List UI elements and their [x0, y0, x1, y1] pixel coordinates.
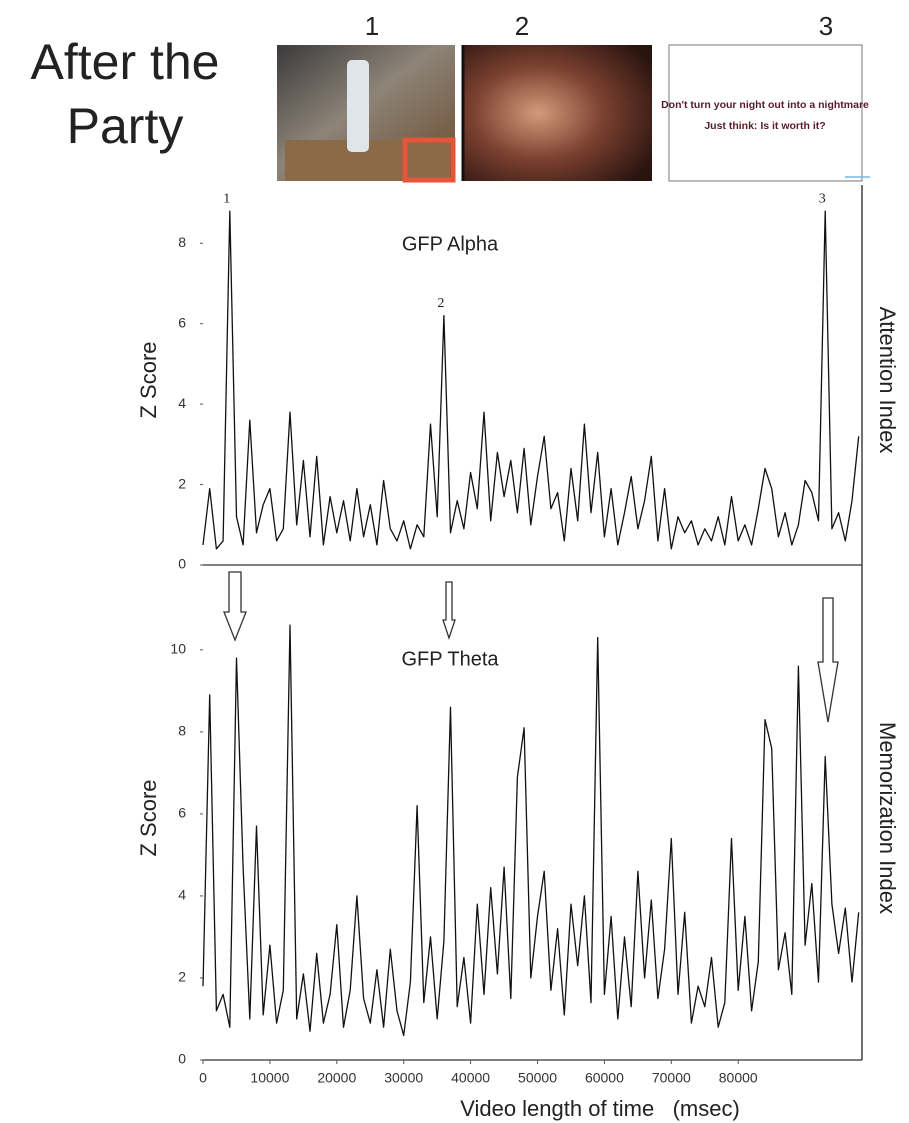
x-tick-label: 20000: [317, 1070, 356, 1086]
y-tick-label: 0: [178, 556, 186, 572]
panel-title: GFP Alpha: [402, 233, 499, 255]
frame-number: 3: [819, 11, 833, 41]
y-axis-title: Z Score: [136, 779, 161, 856]
y-tick-label: 6: [178, 805, 186, 821]
arrow: [817, 597, 839, 723]
x-tick-label: 70000: [652, 1070, 691, 1086]
panel-title: GFP Theta: [401, 648, 499, 670]
x-tick-label: 80000: [719, 1070, 758, 1086]
x-tick-label: 0: [199, 1070, 207, 1086]
peak-label: 1: [223, 191, 230, 206]
x-tick-label: 50000: [518, 1070, 557, 1086]
arrow: [442, 581, 456, 641]
signal-line: [202, 210, 860, 550]
slogan: Don't turn your night out into a nightma…: [661, 99, 869, 111]
bottle: [347, 60, 369, 152]
tray: [402, 137, 456, 183]
slogan: Just think: Is it worth it?: [704, 120, 825, 132]
y-tick-label: 2: [178, 969, 186, 985]
x-axis-title: Video length of time (msec): [460, 1096, 740, 1121]
arrow: [223, 571, 247, 642]
y-tick-label: 8: [178, 234, 186, 250]
y-tick-label: 8: [178, 723, 186, 739]
frame-number: 1: [365, 11, 379, 41]
y-tick-label: 6: [178, 314, 186, 330]
signal-line: [202, 624, 860, 1037]
video-frame: [462, 45, 652, 181]
frame-number: 2: [515, 11, 529, 41]
y-tick-label: 4: [178, 887, 186, 903]
x-tick-label: 10000: [250, 1070, 289, 1086]
x-tick-label: 30000: [384, 1070, 423, 1086]
y-tick-label: 2: [178, 475, 186, 491]
y-axis-title: Z Score: [136, 341, 161, 418]
y-tick-label: 10: [170, 641, 186, 657]
x-tick-label: 60000: [585, 1070, 624, 1086]
y-tick-label: 0: [178, 1051, 186, 1067]
side-label: Attention Index: [875, 307, 900, 454]
figure-title: After the Party: [30, 34, 220, 154]
x-tick-label: 40000: [451, 1070, 490, 1086]
side-label: Memorization Index: [875, 722, 900, 914]
video-frame: [668, 44, 863, 182]
arrows: [223, 571, 839, 723]
peak-label: 2: [437, 296, 444, 311]
peak-label: 3: [819, 191, 826, 206]
y-tick-label: 4: [178, 395, 186, 411]
